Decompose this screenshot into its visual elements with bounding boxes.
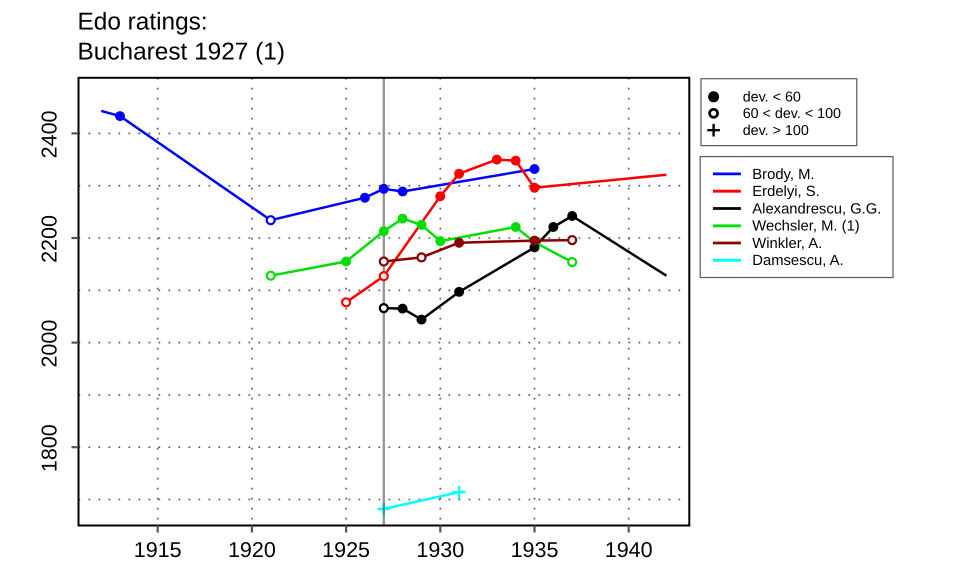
svg-text:dev. < 60: dev. < 60 [743, 90, 801, 106]
svg-text:1800: 1800 [38, 424, 62, 472]
svg-text:2200: 2200 [38, 215, 62, 263]
svg-text:2000: 2000 [38, 320, 62, 368]
svg-text:1915: 1915 [134, 538, 182, 562]
svg-text:1935: 1935 [511, 538, 559, 562]
svg-text:2400: 2400 [38, 110, 62, 158]
svg-text:dev. > 100: dev. > 100 [743, 123, 809, 139]
svg-text:Edo ratings:: Edo ratings: [78, 9, 208, 36]
svg-text:1925: 1925 [322, 538, 370, 562]
svg-text:1930: 1930 [416, 538, 464, 562]
svg-text:1940: 1940 [605, 538, 653, 562]
svg-text:60 < dev. < 100: 60 < dev. < 100 [743, 106, 841, 122]
svg-text:Bucharest 1927 (1): Bucharest 1927 (1) [78, 38, 285, 65]
svg-text:Winkler, A.: Winkler, A. [752, 236, 822, 252]
svg-text:Wechsler, M. (1): Wechsler, M. (1) [752, 219, 860, 235]
svg-text:Erdelyi, S.: Erdelyi, S. [752, 184, 819, 200]
svg-text:Alexandrescu, G.G.: Alexandrescu, G.G. [752, 201, 881, 217]
svg-text:1920: 1920 [228, 538, 276, 562]
svg-text:Damsescu, A.: Damsescu, A. [752, 253, 843, 269]
svg-text:Brody, M.: Brody, M. [752, 167, 814, 183]
